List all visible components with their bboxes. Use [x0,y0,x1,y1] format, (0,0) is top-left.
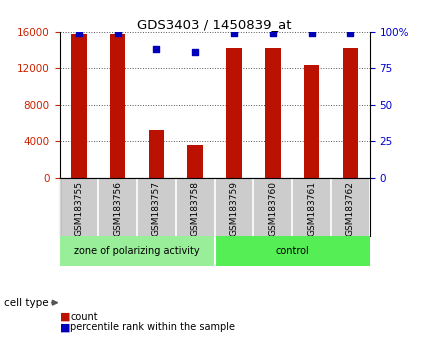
Text: GSM183757: GSM183757 [152,181,161,236]
Bar [60,236,215,266]
Text: zone of polarizing activity: zone of polarizing activity [74,246,200,256]
Point [308,30,315,36]
Point [269,30,276,36]
Text: GSM183755: GSM183755 [74,181,83,236]
Text: ■: ■ [60,312,70,322]
Point [231,30,238,36]
Point [76,30,82,36]
Bar [187,145,203,178]
Bar [149,130,164,178]
Text: GSM183758: GSM183758 [191,181,200,236]
Bar [226,48,242,178]
Text: percentile rank within the sample: percentile rank within the sample [70,322,235,332]
Text: cell type: cell type [4,298,49,308]
Text: GSM183759: GSM183759 [230,181,238,236]
Title: GDS3403 / 1450839_at: GDS3403 / 1450839_at [137,18,292,31]
Bar [110,34,125,178]
Text: GSM183761: GSM183761 [307,181,316,236]
Bar [304,65,319,178]
Point [347,30,354,36]
Point [192,50,198,55]
Text: count: count [70,312,98,322]
Point [114,30,121,36]
Text: GSM183762: GSM183762 [346,181,355,236]
Text: GSM183756: GSM183756 [113,181,122,236]
Bar [265,48,280,178]
Bar [71,34,87,178]
Text: control: control [275,246,309,256]
Bar [215,236,370,266]
Point [153,47,160,52]
Text: ■: ■ [60,322,70,332]
Bar [343,48,358,178]
Text: GSM183760: GSM183760 [268,181,277,236]
